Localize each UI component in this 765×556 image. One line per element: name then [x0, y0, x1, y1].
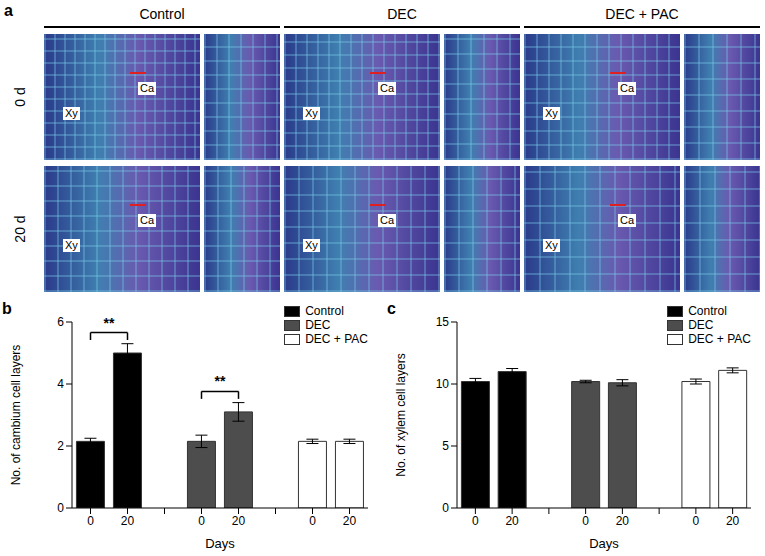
html-text:DEC + PAC: DEC + PAC — [605, 6, 679, 22]
html-text:DEC: DEC — [688, 318, 714, 332]
html-text:Control: Control — [139, 6, 185, 22]
svg-text:Days: Days — [205, 536, 235, 551]
html-text:Xy: Xy — [305, 107, 318, 119]
html-text:Ca: Ca — [620, 214, 635, 226]
html-text:Xy: Xy — [65, 239, 78, 251]
svg-text:10: 10 — [436, 377, 450, 391]
svg-text:No. of cambium cell layers: No. of cambium cell layers — [9, 345, 23, 486]
html-text:Control: Control — [305, 304, 344, 318]
html-text:DEC + PAC: DEC + PAC — [688, 332, 751, 346]
html-text:0 d: 0 d — [12, 87, 28, 107]
svg-text:5: 5 — [442, 439, 449, 453]
html-text:Xy: Xy — [545, 107, 558, 119]
svg-text:No. of xylem cell layers: No. of xylem cell layers — [394, 353, 408, 476]
html-text:DEC: DEC — [305, 318, 331, 332]
html-text:Ca: Ca — [620, 82, 635, 94]
svg-text:0: 0 — [198, 514, 205, 528]
svg-text:**: ** — [215, 373, 226, 389]
html-text:b: b — [2, 300, 12, 317]
html-text:Ca: Ca — [380, 82, 395, 94]
svg-text:0: 0 — [472, 514, 479, 528]
svg-text:20: 20 — [232, 514, 246, 528]
svg-text:0: 0 — [582, 514, 589, 528]
svg-text:0: 0 — [309, 514, 316, 528]
html-text:DEC: DEC — [387, 6, 417, 22]
html-text:Ca: Ca — [140, 82, 155, 94]
html-text:Ca: Ca — [140, 214, 155, 226]
svg-text:**: ** — [104, 315, 115, 331]
html-text:DEC + PAC: DEC + PAC — [305, 332, 368, 346]
html-text:a: a — [4, 2, 13, 19]
svg-text:6: 6 — [57, 315, 64, 329]
svg-text:0: 0 — [57, 501, 64, 515]
html-text:c: c — [387, 300, 396, 317]
svg-text:20: 20 — [121, 514, 135, 528]
html-text:Xy: Xy — [305, 239, 318, 251]
html-text:Xy: Xy — [65, 107, 78, 119]
svg-text:0: 0 — [442, 501, 449, 515]
svg-text:20: 20 — [343, 514, 357, 528]
html-text:Control: Control — [688, 304, 727, 318]
svg-text:4: 4 — [57, 377, 64, 391]
svg-text:0: 0 — [87, 514, 94, 528]
html-text:Xy: Xy — [545, 239, 558, 251]
svg-text:Days: Days — [589, 536, 619, 551]
svg-text:20: 20 — [616, 514, 630, 528]
svg-text:15: 15 — [436, 315, 450, 329]
svg-text:0: 0 — [693, 514, 700, 528]
svg-text:20: 20 — [726, 514, 740, 528]
svg-text:2: 2 — [57, 439, 64, 453]
html-text:Ca: Ca — [380, 214, 395, 226]
html-text:20 d: 20 d — [12, 215, 28, 243]
svg-text:20: 20 — [505, 514, 519, 528]
